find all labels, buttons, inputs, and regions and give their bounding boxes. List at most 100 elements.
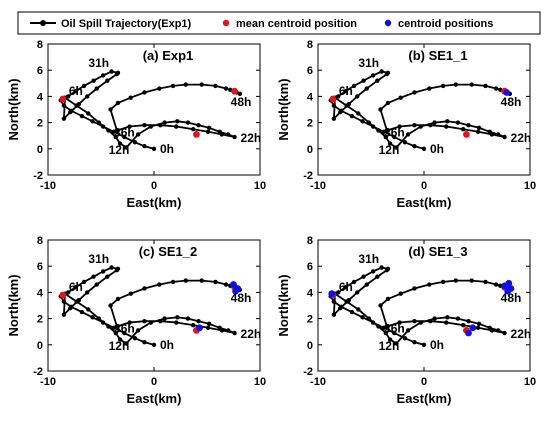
trajectory-point — [475, 325, 481, 330]
trajectory-point — [397, 124, 402, 129]
trajectory-point — [349, 309, 355, 315]
x-axis-label: East(km) — [397, 195, 452, 210]
panel-title: (c) SE1_2 — [139, 244, 198, 259]
legend-marker — [222, 19, 230, 27]
trajectory-point — [375, 78, 380, 83]
x-tick-label: 0 — [421, 180, 427, 192]
time-label: 48h — [231, 291, 252, 305]
trajectory-point — [453, 82, 458, 87]
plot-area — [317, 239, 531, 372]
x-tick-label: 10 — [254, 180, 266, 192]
y-tick-label: 4 — [37, 287, 44, 299]
trajectory-point — [185, 316, 191, 321]
trajectory-point — [226, 132, 231, 137]
trajectory-point — [349, 113, 355, 119]
trajectory-point — [114, 128, 120, 133]
y-tick-label: -2 — [33, 366, 43, 378]
trajectory-point — [432, 316, 437, 321]
time-label: 12h — [379, 339, 400, 353]
legend: Oil Spill Trajectory(Exp1) mean centroid … — [17, 11, 541, 35]
trajectory-point — [387, 141, 393, 146]
trajectory-point — [91, 78, 96, 83]
panel-title: (b) SE1_1 — [408, 48, 467, 63]
trajectory-point — [106, 128, 111, 133]
trajectory-point — [412, 319, 417, 324]
trajectory-point — [343, 88, 348, 94]
trajectory-point — [223, 282, 229, 287]
trajectory-point — [205, 129, 211, 134]
mean-centroid-point — [59, 95, 67, 103]
trajectory-point — [183, 82, 188, 87]
y-tick-label: 4 — [307, 287, 314, 299]
trajectory-point — [117, 141, 123, 146]
trajectory-point — [364, 86, 369, 91]
trajectory-point — [61, 299, 67, 304]
time-label: 0h — [430, 338, 444, 352]
time-label: 31h — [358, 56, 379, 70]
trajectory-point — [418, 320, 424, 325]
centroid-point — [507, 285, 515, 292]
trajectory-point — [394, 145, 399, 150]
trajectory-point — [96, 120, 102, 125]
trajectory-point — [124, 341, 129, 346]
trajectory-point — [402, 140, 408, 145]
trajectory-point — [196, 123, 201, 128]
y-tick-label: 2 — [307, 118, 313, 130]
y-tick-label: 6 — [307, 261, 313, 273]
time-label: 48h — [501, 291, 522, 305]
trajectory-point — [151, 342, 157, 347]
trajectory-point — [453, 278, 458, 283]
trajectory-point — [483, 83, 488, 89]
trajectory-point — [73, 284, 78, 290]
trajectory-point — [412, 286, 417, 291]
trajectory-point — [115, 296, 121, 302]
trajectory-point — [237, 91, 243, 96]
time-label: 22h — [241, 131, 262, 145]
trajectory-point — [444, 320, 449, 325]
trajectory-point — [440, 279, 446, 285]
trajectory-point — [469, 278, 474, 283]
trajectory-point — [361, 274, 366, 279]
trajectory-point — [132, 336, 138, 341]
trajectory-point — [370, 320, 376, 325]
trajectory-point — [496, 328, 501, 333]
trajectory-point — [174, 320, 179, 325]
trajectory-point — [412, 339, 417, 345]
centroid-point — [196, 324, 203, 332]
x-tick-label: -10 — [310, 180, 326, 192]
trajectory-point — [142, 339, 147, 345]
y-axis-label: North(km) — [276, 78, 291, 140]
trajectory-point — [158, 319, 163, 324]
trajectory-point — [469, 82, 474, 87]
centroid-point — [328, 290, 336, 298]
trajectory-point — [384, 324, 390, 329]
trajectory-point — [445, 119, 450, 124]
time-label: 0h — [160, 338, 174, 352]
x-axis-label: East(km) — [397, 391, 452, 406]
trajectory-point — [475, 129, 481, 134]
trajectory-point — [205, 325, 211, 330]
trajectory-point — [157, 86, 162, 91]
x-tick-label: -10 — [310, 376, 326, 388]
trajectory-point — [151, 146, 157, 151]
y-tick-label: -2 — [303, 366, 313, 378]
centroid-point — [503, 89, 511, 96]
y-tick-label: 8 — [37, 39, 43, 51]
trajectory-point — [86, 307, 91, 312]
trajectory-point — [185, 120, 191, 125]
trajectory-point — [355, 94, 360, 99]
trajectory-point — [427, 282, 432, 287]
trajectory-point — [213, 279, 218, 285]
trajectory-point — [461, 126, 466, 132]
trajectory-point — [219, 328, 225, 333]
y-tick-label: 0 — [37, 144, 43, 156]
trajectory-point — [142, 90, 147, 95]
trajectory-point — [100, 320, 106, 325]
y-tick-label: 8 — [307, 39, 313, 51]
trajectory-point — [418, 124, 424, 129]
time-label: 36h — [114, 322, 135, 336]
trajectory-point — [96, 316, 102, 321]
trajectory-point — [73, 88, 78, 94]
trajectory-point — [493, 282, 499, 287]
legend-label: Oil Spill Trajectory(Exp1) — [61, 18, 192, 30]
